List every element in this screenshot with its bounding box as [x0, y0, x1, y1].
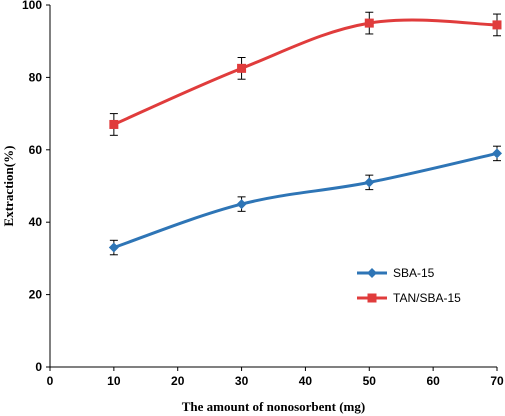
- series-tan-sba-15: [109, 11, 502, 136]
- y-tick-label: 20: [29, 288, 43, 302]
- x-tick-label: 70: [490, 374, 504, 388]
- x-tick-label: 20: [171, 374, 185, 388]
- y-axis-title: Extraction(%): [1, 146, 16, 227]
- x-tick-label: 30: [235, 374, 249, 388]
- data-point-sba-15: [108, 242, 119, 253]
- series-layer: [108, 11, 502, 256]
- legend-swatch-marker: [367, 293, 377, 303]
- series-line-tan-sba-15: [113, 18, 498, 126]
- y-tick-label: 60: [29, 143, 43, 157]
- x-tick-label: 0: [47, 374, 54, 388]
- x-tick-label: 60: [426, 374, 440, 388]
- data-point-sba-15: [492, 148, 502, 159]
- x-axis-title: The amount of nonosorbent (mg): [182, 399, 365, 414]
- legend-item-tan-sba-15: TAN/SBA-15: [357, 291, 461, 305]
- x-axis-ticks: 0 10 20 30 40 50 60 70: [47, 367, 504, 388]
- legend-item-sba-15: SBA-15: [357, 266, 435, 280]
- y-tick-label: 100: [22, 0, 42, 12]
- legend: SBA-15 TAN/SBA-15: [357, 266, 461, 305]
- data-point-tan-sba-15: [237, 63, 247, 73]
- x-tick-label: 50: [363, 374, 377, 388]
- series-sba-15: [108, 145, 502, 256]
- y-tick-label: 0: [35, 360, 42, 374]
- data-point-tan-sba-15: [492, 20, 502, 30]
- series-line-sba-15: [113, 151, 498, 249]
- data-point-sba-15: [364, 177, 375, 188]
- data-point-tan-sba-15: [109, 119, 119, 129]
- legend-label-sba-15: SBA-15: [393, 266, 435, 280]
- axes: [49, 5, 497, 368]
- legend-swatch-marker: [367, 268, 377, 278]
- data-point-sba-15: [236, 199, 247, 210]
- x-tick-label: 10: [107, 374, 121, 388]
- y-tick-label: 40: [29, 215, 43, 229]
- data-point-tan-sba-15: [364, 18, 374, 28]
- legend-label-tan-sba-15: TAN/SBA-15: [393, 291, 461, 305]
- x-tick-label: 40: [299, 374, 313, 388]
- y-tick-label: 80: [29, 70, 43, 84]
- y-axis-ticks: 0 20 40 60 80 100: [22, 0, 50, 374]
